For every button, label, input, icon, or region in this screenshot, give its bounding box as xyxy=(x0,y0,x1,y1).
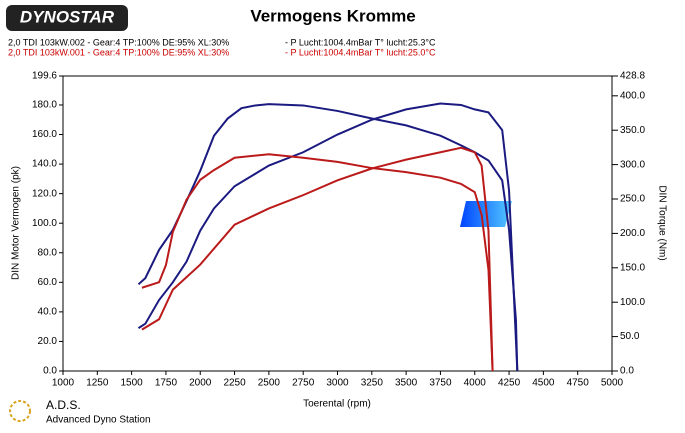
series-line xyxy=(137,102,519,372)
y2-tick-label: 150.0 xyxy=(620,262,645,273)
chart-title: Vermogens Kromme xyxy=(250,6,415,25)
y2-tick-label: 350.0 xyxy=(620,125,645,136)
y-tick-label: 199.6 xyxy=(32,71,57,82)
x-tick-label: 3000 xyxy=(326,378,349,389)
x-tick-label: 1500 xyxy=(121,378,144,389)
y2-tick-label: 100.0 xyxy=(620,297,645,308)
y-tick-label: 0.0 xyxy=(43,366,57,377)
y-tick-label: 80.0 xyxy=(38,247,58,258)
y-axis-label: DIN Motor Vermogen (pk) xyxy=(11,166,22,280)
x-tick-label: 1000 xyxy=(52,378,75,389)
x-tick-label: 1750 xyxy=(155,378,178,389)
footer-logo xyxy=(9,400,31,422)
y-tick-label: 40.0 xyxy=(38,307,58,318)
y-tick-label: 180.0 xyxy=(32,100,57,111)
x-tick-label: 3750 xyxy=(429,378,452,389)
footer-subtitle: Advanced Dyno Station xyxy=(46,415,151,426)
y2-tick-label: 428.8 xyxy=(620,71,645,82)
x-tick-label: 2250 xyxy=(223,378,246,389)
x-tick-label: 1250 xyxy=(86,378,109,389)
series-line xyxy=(141,146,494,372)
y2-tick-label: 200.0 xyxy=(620,228,645,239)
y2-tick-label: 300.0 xyxy=(620,159,645,170)
y-tick-label: 140.0 xyxy=(32,159,57,170)
run-label: 2,0 TDI 103kW.002 - Gear:4 TP:100% DE:95… xyxy=(8,37,229,47)
run-conditions: - P Lucht:1004.4mBar T° lucht:25.0°C xyxy=(285,47,436,57)
y-tick-label: 20.0 xyxy=(38,336,58,347)
x-tick-label: 4000 xyxy=(464,378,487,389)
x-tick-label: 2500 xyxy=(258,378,281,389)
y-tick-label: 60.0 xyxy=(38,277,58,288)
y2-axis-label: DIN Torque (Nm) xyxy=(656,185,667,260)
y-tick-label: 120.0 xyxy=(32,188,57,199)
x-tick-label: 4750 xyxy=(567,378,590,389)
y2-tick-label: 50.0 xyxy=(620,331,640,342)
footer-title: A.D.S. xyxy=(46,398,81,412)
logo: DYNOSTAR xyxy=(20,7,115,26)
y2-tick-label: 250.0 xyxy=(620,194,645,205)
y-tick-label: 100.0 xyxy=(32,218,57,229)
x-tick-label: 2000 xyxy=(189,378,212,389)
x-tick-label: 3250 xyxy=(361,378,384,389)
x-tick-label: 4250 xyxy=(498,378,521,389)
x-tick-label: 2750 xyxy=(292,378,315,389)
y-tick-label: 160.0 xyxy=(32,129,57,140)
y2-tick-label: 400.0 xyxy=(620,90,645,101)
x-tick-label: 3500 xyxy=(395,378,418,389)
series-line xyxy=(137,103,519,372)
run-conditions: - P Lucht:1004.4mBar T° lucht:25.3°C xyxy=(285,37,436,47)
y2-tick-label: 0.0 xyxy=(620,366,634,377)
x-tick-label: 4500 xyxy=(532,378,555,389)
x-axis-label: Toerental (rpm) xyxy=(303,399,371,410)
logo-box xyxy=(6,5,128,31)
run-label: 2,0 TDI 103kW.001 - Gear:4 TP:100% DE:95… xyxy=(8,47,229,57)
x-tick-label: 5000 xyxy=(601,378,624,389)
series-line xyxy=(141,153,494,372)
